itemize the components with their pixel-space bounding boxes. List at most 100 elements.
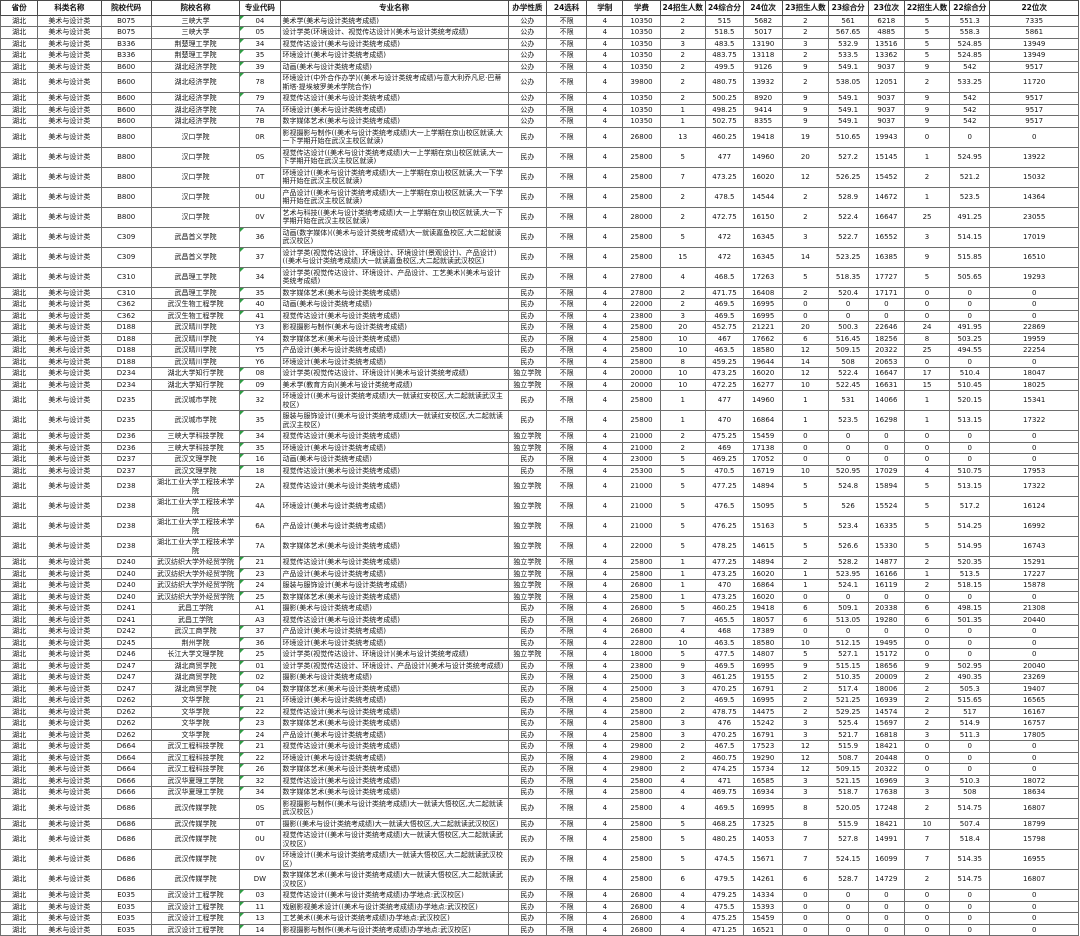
table-cell: 不限 xyxy=(545,774,588,787)
table-cell: 湖北 xyxy=(0,579,39,592)
table-row: 湖北 美术与设计类 D240 武汉纺织大学外经贸学院 21 视觉传达设计(美术与设计类统考… xyxy=(0,556,1079,569)
table-cell: 0 xyxy=(949,648,991,661)
table-cell: 15734 xyxy=(743,763,784,776)
table-cell: 19959 xyxy=(989,332,1079,345)
table-cell: 0 xyxy=(989,286,1079,299)
table-cell: 不限 xyxy=(545,26,588,39)
table-cell: 2 xyxy=(903,682,951,695)
table-cell: 524.85 xyxy=(949,37,991,50)
table-cell: 16565 xyxy=(989,694,1079,707)
table-cell: 18072 xyxy=(989,774,1079,787)
table-cell: E035 xyxy=(100,912,152,925)
table-cell: 4 xyxy=(586,378,624,391)
table-cell: 0 xyxy=(903,625,951,638)
table-cell: 文华学院 xyxy=(150,694,241,707)
table-cell: 10350 xyxy=(622,26,661,39)
table-cell: 9 xyxy=(903,103,951,116)
table-cell: 美术与设计类 xyxy=(37,579,102,592)
table-cell: 湖北 xyxy=(0,49,39,62)
table-cell: 美术与设计类 xyxy=(37,146,102,168)
table-cell: 0 xyxy=(989,900,1079,913)
table-cell: 武汉传媒学院 xyxy=(150,829,241,850)
table-cell: 16 xyxy=(239,453,281,466)
table-cell: 武汉工商学院 xyxy=(150,625,241,638)
table-cell: 16647 xyxy=(867,206,905,228)
table-cell: 5 xyxy=(782,536,829,557)
table-cell: 美术与设计类 xyxy=(37,92,102,105)
table-cell: 湖北 xyxy=(0,774,39,787)
table-cell: 5 xyxy=(903,49,951,62)
table-cell: 美术与设计类 xyxy=(37,671,102,684)
table-cell: B600 xyxy=(100,92,152,105)
table-cell: 12 xyxy=(782,344,829,357)
column-header: 23位次 xyxy=(867,0,905,16)
table-cell: 武汉传媒学院 xyxy=(150,869,241,890)
table-cell: 湖北 xyxy=(0,602,39,615)
table-cell: 湖北 xyxy=(0,694,39,707)
table-cell: DW xyxy=(239,869,281,890)
table-cell: 美术与设计类 xyxy=(37,829,102,850)
table-cell: 18656 xyxy=(867,659,905,672)
table-cell: 产品设计(美术与设计类统考成绩) xyxy=(279,344,509,357)
table-cell: 17523 xyxy=(743,740,784,753)
table-cell: 524.8 xyxy=(827,476,869,497)
table-cell: 0 xyxy=(903,912,951,925)
table-cell: 7 xyxy=(903,829,951,850)
table-cell: 民办 xyxy=(507,321,547,334)
table-cell: 522.7 xyxy=(827,226,869,248)
table-cell: 三峡大学科技学院 xyxy=(150,441,241,454)
table-cell: 5682 xyxy=(743,14,784,27)
table-cell: 29800 xyxy=(622,763,661,776)
table-cell: 公办 xyxy=(507,72,547,93)
table-cell: 473.25 xyxy=(704,567,745,580)
table-cell: B600 xyxy=(100,103,152,116)
green-triangle-icon xyxy=(240,50,245,54)
table-cell: 汉口学院 xyxy=(150,126,241,148)
green-triangle-icon xyxy=(240,637,245,642)
table-cell: D686 xyxy=(100,869,152,890)
table-cell: 汉口学院 xyxy=(150,186,241,208)
table-cell: 湖北经济学院 xyxy=(150,60,241,73)
table-cell: 21000 xyxy=(622,441,661,454)
table-cell: 476.25 xyxy=(704,516,745,537)
table-cell: 9037 xyxy=(867,92,905,105)
table-cell: 湖北 xyxy=(0,332,39,345)
table-cell: 美术与设计类 xyxy=(37,869,102,890)
table-cell: 1 xyxy=(782,579,829,592)
table-cell: 12 xyxy=(782,367,829,380)
table-cell: 0 xyxy=(949,441,991,454)
table-row: 湖北 美术与设计类 B600 湖北经济学院 39 动画(美术与设计类统考成绩) 公办 不限 4 1… xyxy=(0,60,1079,73)
table-cell: 湖北 xyxy=(0,659,39,672)
table-cell: 民办 xyxy=(507,694,547,707)
table-row: 湖北 美术与设计类 D686 武汉传媒学院 0T 摄影((美术与设计类统考成绩)大一就读大… xyxy=(0,817,1079,830)
table-cell: 4 xyxy=(586,869,624,890)
column-header: 22招生人数 xyxy=(903,0,951,16)
column-header: 24选科 xyxy=(545,0,588,16)
table-cell: 4 xyxy=(586,774,624,787)
table-cell: 3 xyxy=(659,682,706,695)
table-cell: 0 xyxy=(989,126,1079,148)
green-triangle-icon xyxy=(240,913,245,917)
table-row: 湖北 美术与设计类 B600 湖北经济学院 78 环境设计(中外合作办学)((美术与设计类… xyxy=(0,72,1079,93)
table-cell: 4 xyxy=(659,912,706,925)
table-cell: 05 xyxy=(239,26,281,39)
table-cell: 17171 xyxy=(867,286,905,299)
table-cell: 公办 xyxy=(507,14,547,27)
table-cell: 美术与设计类 xyxy=(37,166,102,188)
table-cell: 5 xyxy=(903,37,951,50)
table-cell: 514.75 xyxy=(949,797,991,819)
table-cell: 工艺美术((美术与设计类统考成绩)办学地点:武汉校区) xyxy=(279,912,509,925)
table-cell: 美术与设计类 xyxy=(37,355,102,368)
table-cell: 21000 xyxy=(622,496,661,517)
table-cell: E035 xyxy=(100,889,152,902)
table-cell: 516.45 xyxy=(827,332,869,345)
table-cell: 民办 xyxy=(507,705,547,718)
table-cell: 549.1 xyxy=(827,92,869,105)
table-cell: 502.95 xyxy=(949,659,991,672)
table-cell: 25800 xyxy=(622,410,661,431)
table-cell: D664 xyxy=(100,763,152,776)
table-cell: 16995 xyxy=(743,694,784,707)
table-cell: 0 xyxy=(949,636,991,649)
table-cell: 15291 xyxy=(989,556,1079,569)
table-cell: D238 xyxy=(100,536,152,557)
